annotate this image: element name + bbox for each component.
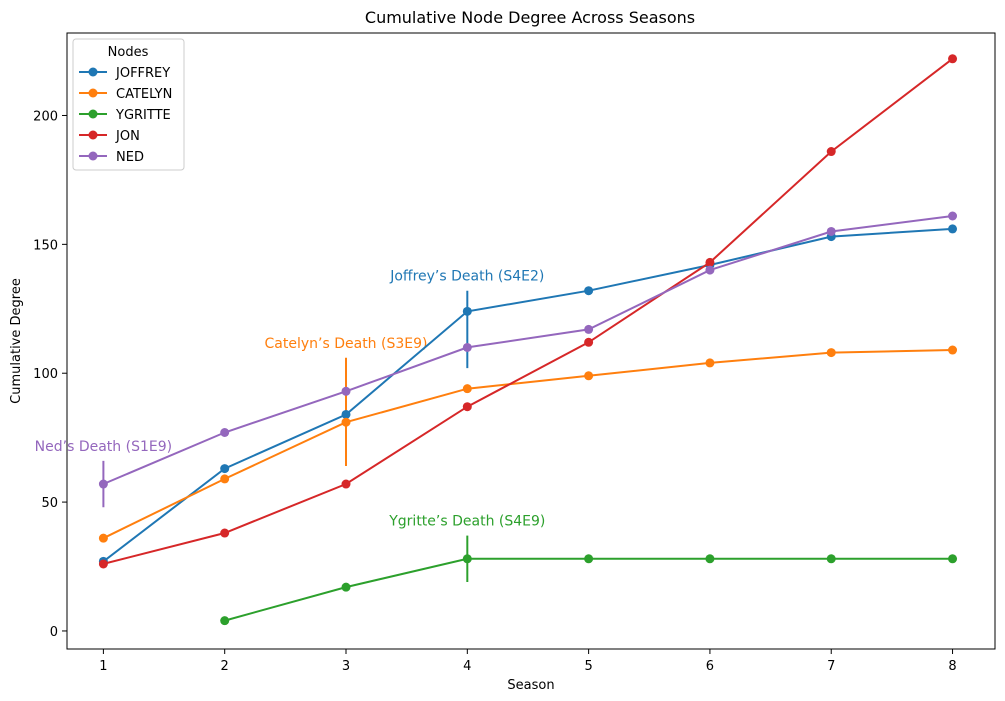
series-line-joffrey bbox=[102, 227, 953, 563]
data-point-catelyn bbox=[705, 358, 715, 368]
data-point-catelyn bbox=[98, 533, 108, 543]
legend-item-jon: JON bbox=[79, 129, 140, 144]
annotation-label: Ygritte’s Death (S4E9) bbox=[388, 514, 545, 530]
data-point-jon bbox=[341, 479, 351, 489]
x-tick-label: 1 bbox=[99, 659, 107, 674]
legend-items: JOFFREY CATELYN YGRITTE JON NED bbox=[79, 66, 172, 165]
legend-label: YGRITTE bbox=[115, 108, 171, 123]
series-jon bbox=[98, 54, 958, 569]
data-point-ygritte bbox=[341, 582, 351, 592]
data-point-joffrey bbox=[220, 464, 230, 474]
data-point-jon bbox=[220, 528, 230, 538]
data-point-ned bbox=[948, 211, 958, 221]
data-point-joffrey bbox=[584, 286, 594, 296]
annotation-label: Catelyn’s Death (S3E9) bbox=[265, 336, 428, 352]
data-point-ned bbox=[826, 226, 836, 236]
legend-item-ned: NED bbox=[79, 150, 144, 165]
y-tick-label: 200 bbox=[33, 109, 58, 124]
legend-marker bbox=[88, 151, 98, 161]
plot-area bbox=[66, 32, 996, 650]
legend-item-joffrey: JOFFREY bbox=[79, 66, 170, 81]
data-point-jon bbox=[98, 559, 108, 569]
legend-marker bbox=[88, 130, 98, 140]
data-point-joffrey bbox=[948, 224, 958, 234]
series-line-jon bbox=[103, 58, 954, 565]
series-catelyn bbox=[98, 345, 958, 543]
data-point-ygritte bbox=[220, 616, 230, 626]
x-tick-label: 5 bbox=[584, 659, 592, 674]
data-point-ned bbox=[98, 479, 108, 489]
data-point-catelyn bbox=[948, 345, 958, 355]
legend-title: Nodes bbox=[108, 45, 149, 60]
data-point-catelyn bbox=[826, 348, 836, 358]
y-tick-label: 100 bbox=[33, 367, 58, 382]
x-tick-label: 4 bbox=[463, 659, 471, 674]
legend-label: CATELYN bbox=[116, 87, 172, 102]
x-tick-label: 7 bbox=[827, 659, 835, 674]
x-axis-label: Season bbox=[507, 678, 554, 693]
series-line-ned bbox=[103, 215, 953, 485]
chart-title: Cumulative Node Degree Across Seasons bbox=[365, 8, 695, 27]
series-ygritte bbox=[220, 554, 958, 626]
y-axis: 0 50 100 150 200 bbox=[33, 109, 67, 640]
x-tick-label: 8 bbox=[948, 659, 956, 674]
x-tick-label: 2 bbox=[221, 659, 229, 674]
data-point-jon bbox=[705, 257, 715, 267]
legend-label: JON bbox=[115, 129, 140, 144]
legend-marker bbox=[88, 109, 98, 119]
x-axis: 1 2 3 4 5 6 7 8 bbox=[99, 649, 957, 674]
data-point-ned bbox=[341, 386, 351, 396]
data-point-catelyn bbox=[220, 474, 230, 484]
data-point-ned bbox=[584, 324, 594, 334]
data-point-ygritte bbox=[826, 554, 836, 564]
y-tick-label: 150 bbox=[33, 238, 58, 253]
legend-label: NED bbox=[116, 150, 144, 165]
data-point-jon bbox=[584, 337, 594, 347]
x-tick-label: 3 bbox=[342, 659, 350, 674]
data-point-catelyn bbox=[462, 384, 472, 394]
data-point-ygritte bbox=[705, 554, 715, 564]
series-ned bbox=[98, 211, 958, 489]
y-axis-label: Cumulative Degree bbox=[9, 278, 24, 404]
data-point-jon bbox=[948, 54, 958, 64]
data-point-ygritte bbox=[584, 554, 594, 564]
data-point-joffrey bbox=[462, 306, 472, 316]
annotation-label: Joffrey’s Death (S4E2) bbox=[389, 269, 544, 285]
legend-label: JOFFREY bbox=[115, 66, 170, 81]
y-tick-label: 0 bbox=[50, 625, 58, 640]
data-point-ned bbox=[462, 342, 472, 352]
data-point-catelyn bbox=[341, 417, 351, 427]
series-line-catelyn bbox=[102, 349, 953, 540]
legend-marker bbox=[88, 88, 98, 98]
data-point-jon bbox=[826, 147, 836, 157]
data-point-ygritte bbox=[948, 554, 958, 564]
data-point-jon bbox=[462, 402, 472, 412]
legend-marker bbox=[88, 67, 98, 77]
data-point-ned bbox=[705, 265, 715, 275]
data-point-joffrey bbox=[341, 409, 351, 419]
data-point-catelyn bbox=[584, 371, 594, 381]
series-layer bbox=[98, 54, 958, 626]
data-point-ned bbox=[220, 427, 230, 437]
x-tick-label: 6 bbox=[706, 659, 714, 674]
y-tick-label: 50 bbox=[41, 496, 58, 511]
legend: Nodes JOFFREY CATELYN YGRITTE JON NED bbox=[72, 38, 185, 171]
legend-item-catelyn: CATELYN bbox=[79, 87, 172, 102]
legend-item-ygritte: YGRITTE bbox=[79, 108, 171, 123]
annotation-label: Ned’s Death (S1E9) bbox=[35, 439, 172, 455]
data-point-ygritte bbox=[462, 554, 472, 564]
